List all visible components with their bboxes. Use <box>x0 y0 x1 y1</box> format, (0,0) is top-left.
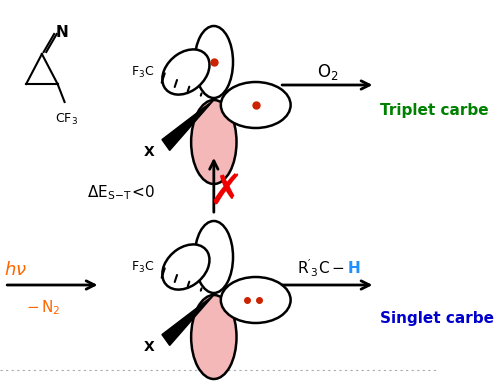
Text: $\mathregular{F_3C}$: $\mathregular{F_3C}$ <box>131 64 154 80</box>
Text: $\mathregular{O_2}$: $\mathregular{O_2}$ <box>316 62 338 82</box>
Polygon shape <box>162 295 214 345</box>
Ellipse shape <box>221 277 290 323</box>
Text: Triplet carbe: Triplet carbe <box>380 103 488 118</box>
Text: Singlet carbe: Singlet carbe <box>380 311 494 326</box>
Text: $\mathregular{R'_3C-}$: $\mathregular{R'_3C-}$ <box>296 257 344 279</box>
Ellipse shape <box>194 26 233 98</box>
Text: $\mathregular{CF_3}$: $\mathregular{CF_3}$ <box>55 112 78 127</box>
Ellipse shape <box>191 100 236 184</box>
Ellipse shape <box>162 49 210 95</box>
Polygon shape <box>162 100 214 151</box>
Ellipse shape <box>191 295 236 379</box>
Text: ✗: ✗ <box>208 172 242 214</box>
Text: $\mathregular{\Delta E_{S\!-\!T}\!<\!0}$: $\mathregular{\Delta E_{S\!-\!T}\!<\!0}$ <box>88 184 156 202</box>
Text: $-\,\mathregular{N_2}$: $-\,\mathregular{N_2}$ <box>26 299 60 318</box>
Text: N: N <box>56 25 68 39</box>
Text: $\mathregular{F_3C}$: $\mathregular{F_3C}$ <box>131 259 154 275</box>
Ellipse shape <box>194 221 233 293</box>
Text: $h\nu$: $h\nu$ <box>4 261 28 279</box>
Text: X: X <box>144 145 154 159</box>
Ellipse shape <box>221 82 290 128</box>
Ellipse shape <box>162 244 210 290</box>
Text: $\mathbf{H}$: $\mathbf{H}$ <box>348 260 360 276</box>
Text: X: X <box>144 340 154 354</box>
